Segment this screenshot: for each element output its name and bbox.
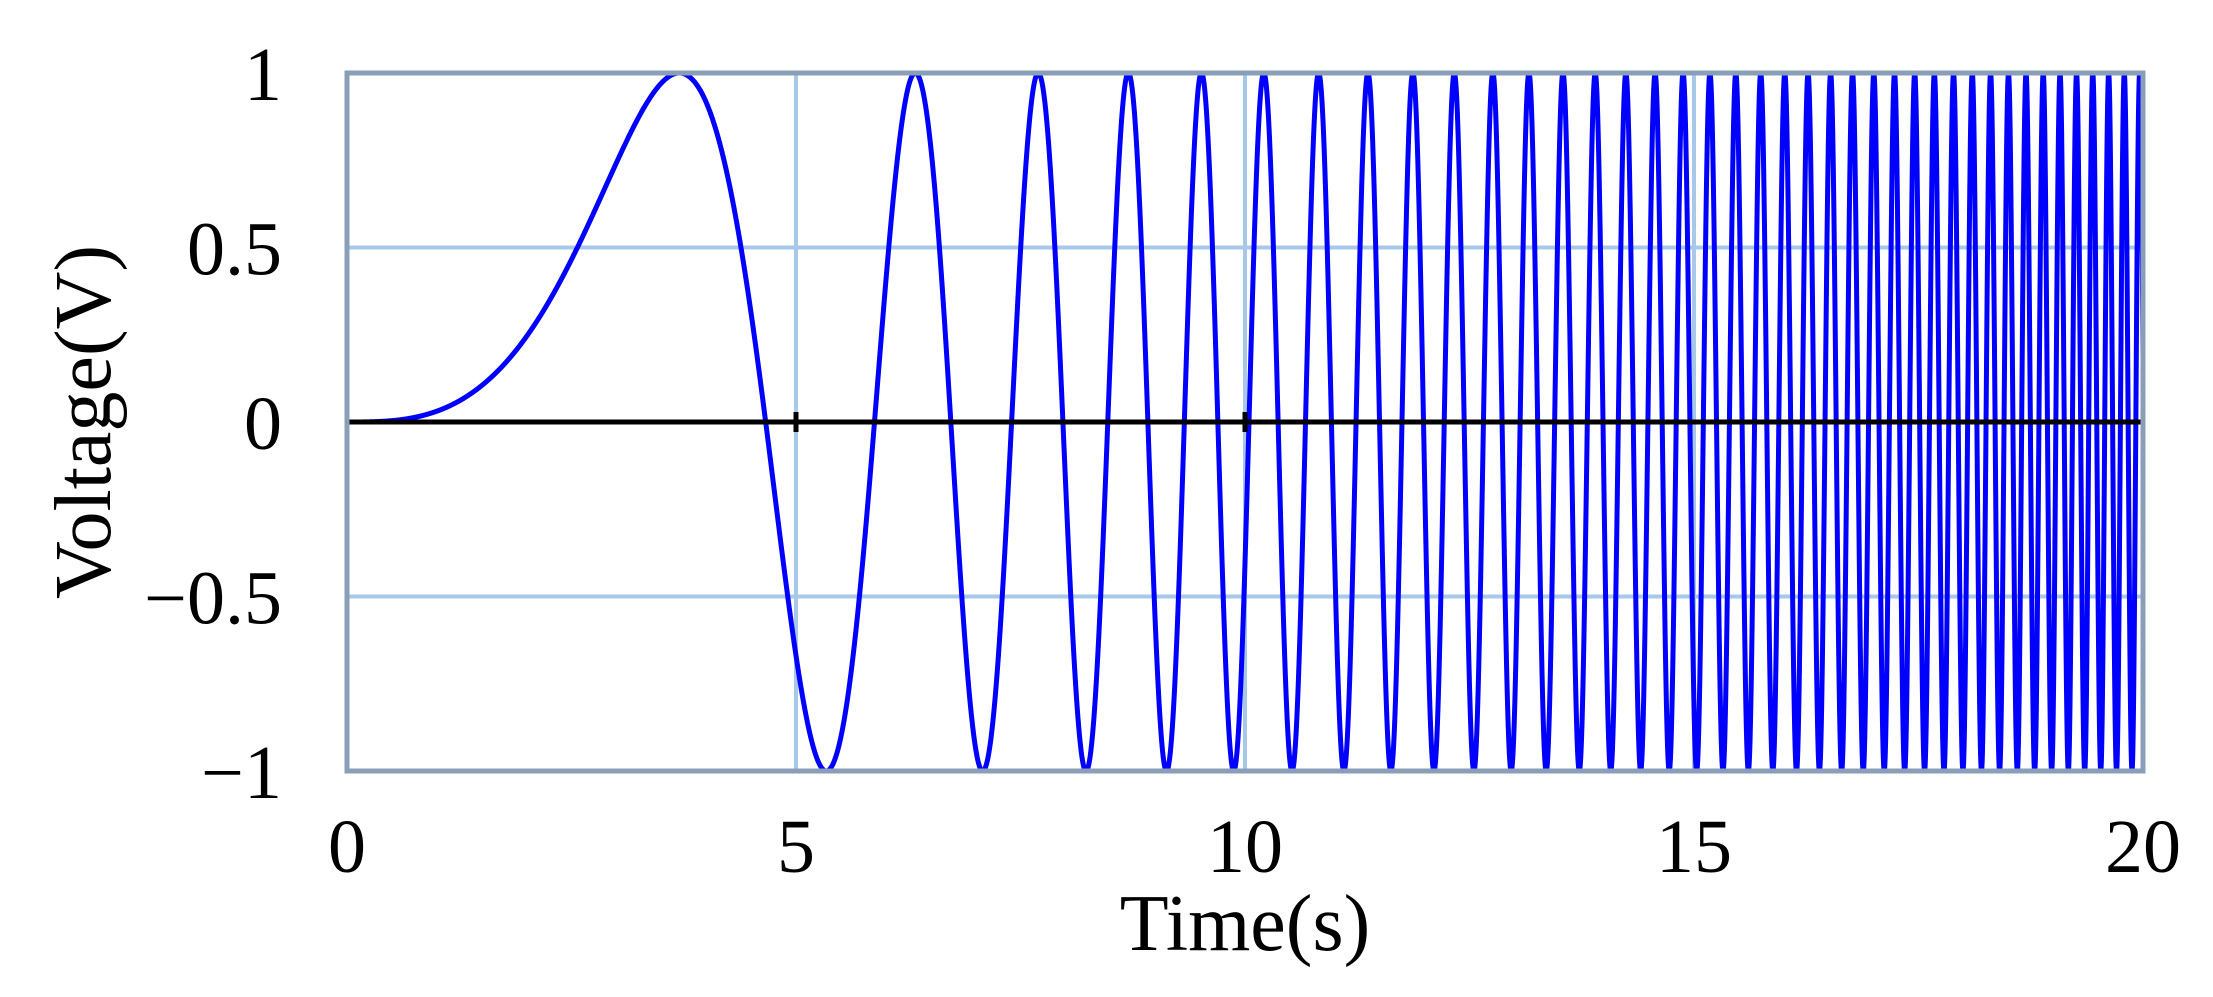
y-tick-label-4: −1 [201, 731, 282, 815]
y-tick-label-0: 1 [244, 33, 282, 117]
y-tick-label-1: 0.5 [187, 208, 282, 292]
x-tick-label-5: 5 [777, 805, 815, 889]
plot-border [344, 70, 2146, 774]
tick-labels: 0 5 10 15 20 1 0.5 0 −0.5 −1 [144, 33, 2181, 889]
y-axis-title: Voltage(V) [40, 245, 128, 599]
x-tick-label-0: 0 [328, 805, 366, 889]
plot-frame [344, 70, 2146, 774]
y-tick-label-3: −0.5 [144, 557, 282, 641]
chirp-signal-line [344, 70, 2146, 774]
x-tick-label-20: 20 [2105, 805, 2181, 889]
x-tick-label-10: 10 [1207, 805, 1283, 889]
series-group [344, 70, 2146, 774]
x-tick-label-15: 15 [1656, 805, 1732, 889]
x-axis-title: Time(s) [1120, 880, 1370, 968]
y-tick-label-2: 0 [244, 382, 282, 466]
